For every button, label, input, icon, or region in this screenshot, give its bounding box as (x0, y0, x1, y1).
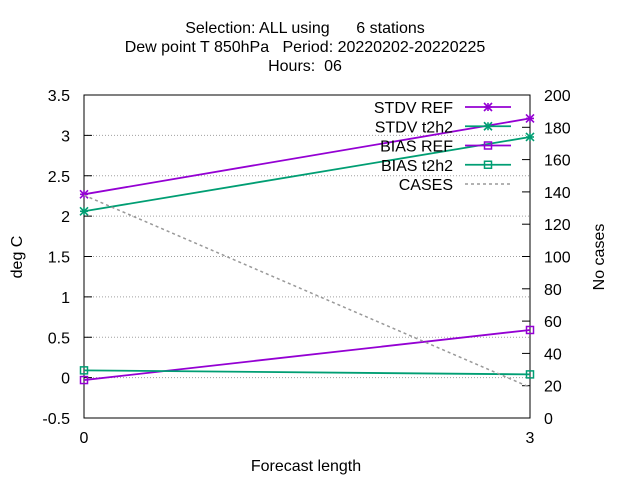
series (79, 113, 535, 389)
series-line (83, 117, 531, 196)
y2-tick-label: 140 (544, 185, 571, 202)
legend-marker (483, 160, 493, 169)
y2-tick-label: 200 (544, 88, 571, 105)
y-tick-label: 0 (61, 371, 70, 388)
data-point (525, 370, 535, 379)
x-axis-label: Forecast length (251, 458, 361, 475)
legend-marker (483, 141, 493, 150)
y2-tick-label: 80 (544, 282, 562, 299)
chart-title-line-3: Hours: 06 (268, 58, 342, 75)
series-line (83, 136, 531, 213)
y-tick-label: -0.5 (42, 411, 70, 428)
legend-entry-3: BIAS t2h2 (381, 158, 511, 175)
x-tick-label: 3 (526, 430, 535, 447)
series-line (83, 194, 531, 389)
y2-tick-label: 20 (544, 379, 562, 396)
marker-stroke (79, 206, 89, 216)
y-axis-label: deg C (9, 236, 26, 279)
chart-title-line-1: Selection: ALL using 6 stations (185, 20, 425, 37)
marker-square (525, 325, 535, 335)
series-2 (79, 325, 535, 385)
data-point (525, 113, 535, 123)
series-1 (79, 132, 535, 216)
legend-label: CASES (399, 177, 453, 194)
y-tick-label: 1.5 (48, 250, 70, 267)
y2-tick-label: 40 (544, 346, 562, 363)
series-3 (79, 366, 535, 379)
marker-stroke (79, 189, 89, 199)
y2-tick-label: 60 (544, 314, 562, 331)
legend-entry-4: CASES (399, 177, 511, 194)
y-tick-label: 0.5 (48, 330, 70, 347)
y2-tick-label: 0 (544, 411, 553, 428)
legend-label: STDV REF (374, 100, 453, 117)
axis-ticks: -0.5 0 0.5 1 1.5 2 2.5 3 3.5 0 20 40 60 80 100 120 140 16… (42, 88, 570, 447)
y-tick-label: 1 (61, 290, 70, 307)
marker-square (483, 160, 493, 169)
y2-tick-label: 120 (544, 217, 571, 234)
y2-tick-label: 180 (544, 120, 571, 137)
y-tick-label: 3.5 (48, 88, 70, 105)
legend-label: STDV t2h2 (375, 119, 453, 136)
marker-stroke (483, 121, 493, 131)
marker-square (79, 366, 89, 375)
legend-marker (483, 102, 493, 112)
chart-title-line-2: Dew point T 850hPa Period: 20220202-2022… (125, 39, 486, 56)
legend-entry-0: STDV REF (374, 100, 511, 117)
marker-stroke (525, 132, 535, 142)
y2-tick-label: 100 (544, 250, 571, 267)
series-0 (79, 113, 535, 199)
data-point (525, 132, 535, 142)
marker-square (525, 370, 535, 379)
x-tick-label: 0 (80, 430, 89, 447)
y-tick-label: 3 (61, 128, 70, 145)
y-tick-label: 2.5 (48, 169, 70, 186)
data-point (79, 366, 89, 375)
data-point (79, 375, 89, 385)
legend-marker (483, 121, 493, 131)
y-tick-label: 2 (61, 209, 70, 226)
y2-tick-label: 160 (544, 153, 571, 170)
data-point (79, 206, 89, 216)
data-point (79, 189, 89, 199)
legend-entry-1: STDV t2h2 (375, 119, 511, 136)
legend-label: BIAS REF (380, 139, 453, 156)
series-4 (83, 194, 531, 389)
marker-stroke (525, 113, 535, 123)
y2-axis-label: No cases (591, 224, 608, 291)
marker-stroke (483, 102, 493, 112)
series-line (83, 369, 531, 376)
marker-square (483, 141, 493, 150)
marker-square (79, 375, 89, 385)
legend: STDV REF STDV t2h2 BIAS REF BIAS t2h2 CASES (374, 100, 511, 194)
data-point (525, 325, 535, 335)
legend-entry-2: BIAS REF (380, 139, 511, 156)
legend-label: BIAS t2h2 (381, 158, 453, 175)
grid (84, 134, 530, 379)
